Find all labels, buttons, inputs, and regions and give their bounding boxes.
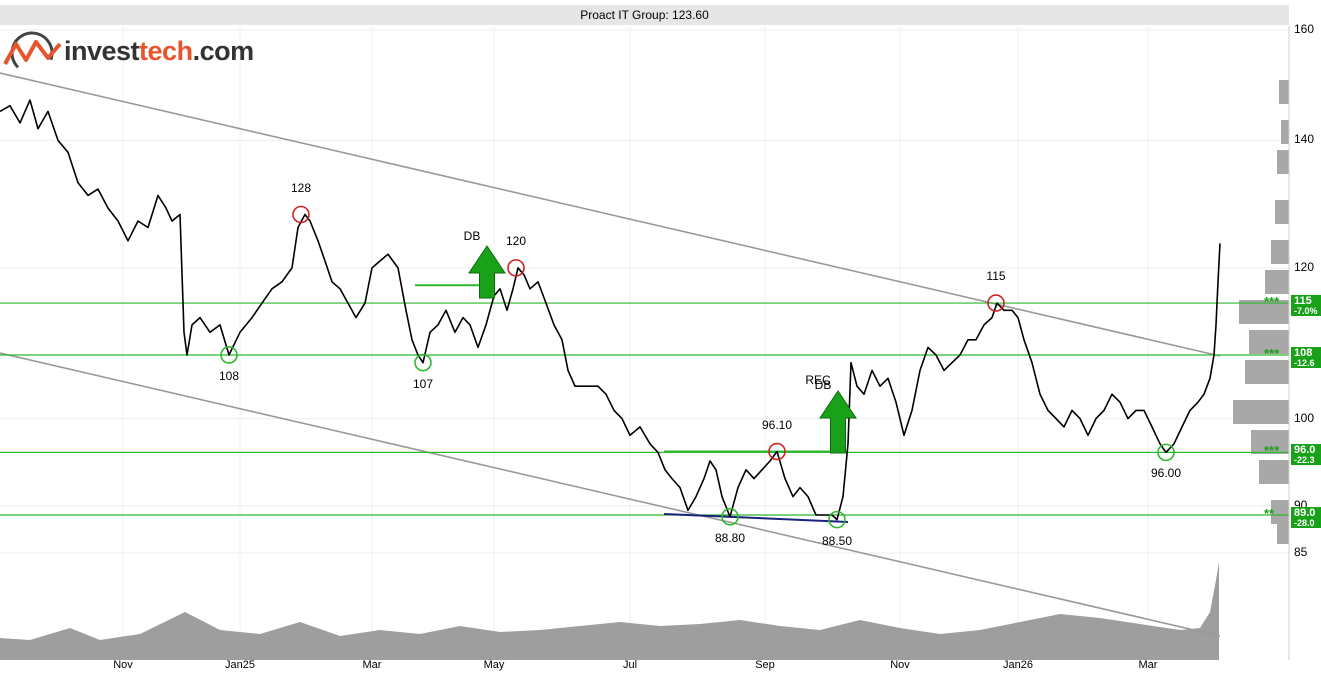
x-tick-label: Jan26 [1003, 659, 1033, 671]
level-percent-tag: -22.3 [1291, 455, 1321, 466]
histogram-bar [1277, 520, 1289, 544]
signal-label: DB [463, 229, 481, 243]
histogram-bar [1275, 200, 1289, 224]
trough-label: 108 [218, 368, 240, 383]
histogram-bar [1281, 120, 1289, 144]
y-tick-label: 120 [1294, 259, 1315, 274]
level-value-tag: 115 [1291, 295, 1321, 308]
level-percent-tag: -12.6 [1291, 357, 1321, 368]
level-stars: *** [1264, 345, 1280, 361]
formation-lines [415, 284, 849, 523]
support-trough-marker [721, 508, 739, 526]
peak-label: 120 [505, 233, 527, 248]
resistance-peak-marker [292, 205, 310, 224]
histogram-bar [1245, 360, 1289, 384]
x-tick-label: Jul [622, 659, 638, 671]
histogram-bar [1265, 270, 1289, 294]
rectangle-bottom-line [663, 513, 849, 523]
signal-label: DB [814, 378, 832, 392]
level-value-tag: 108 [1291, 346, 1321, 359]
histogram-bar [1271, 240, 1289, 264]
buy-signal-arrow [468, 245, 506, 299]
level-percent-tag: -7.0% [1291, 306, 1321, 317]
grid-lines [0, 26, 1289, 660]
peak-label: 96.10 [761, 417, 793, 432]
histogram-bar [1249, 330, 1289, 354]
trough-label: 88.50 [821, 533, 853, 548]
y-tick-label: 100 [1294, 410, 1315, 425]
x-tick-label: Sep [755, 659, 775, 671]
support-resistance-lines [0, 302, 1289, 516]
support-trough-marker [220, 346, 238, 364]
y-tick-label: 140 [1294, 132, 1315, 147]
resistance-peak-marker [987, 294, 1005, 312]
logo-wordmark: investtech.com [64, 36, 254, 66]
price-distribution-histogram [1233, 80, 1289, 544]
chart-title-bar: Proact IT Group: 123.60 [0, 5, 1289, 25]
price-series-line [0, 99, 1221, 521]
peak-label: 115 [986, 269, 1006, 284]
volume-area [0, 562, 1219, 660]
trend-channel [0, 72, 1221, 637]
y-tick-label: 160 [1294, 22, 1315, 36]
x-tick-label: Mar [362, 659, 382, 671]
x-tick-label: Jan25 [225, 659, 255, 671]
histogram-bar [1259, 460, 1289, 484]
support-trough-marker [828, 510, 846, 529]
histogram-bar [1271, 500, 1289, 524]
trough-label: 88.80 [714, 530, 746, 545]
x-tick-label: May [483, 659, 505, 671]
peak-trough-markers [220, 205, 1175, 529]
level-stars: ** [1264, 505, 1275, 521]
signal-arrows [468, 245, 857, 454]
x-tick-label: Mar [1138, 659, 1158, 671]
y-tick-label: 85 [1294, 545, 1308, 559]
support-trough-marker [1157, 443, 1175, 462]
histogram-bar [1233, 400, 1289, 424]
resistance-peak-marker [507, 259, 525, 277]
level-value-tag: 96.0 [1291, 444, 1321, 457]
histogram-bar [1277, 150, 1289, 174]
level-percent-tag: -28.0 [1291, 517, 1321, 528]
trough-label: 107 [412, 376, 434, 391]
signal-label: REC [805, 373, 831, 387]
level-stars: *** [1264, 294, 1280, 310]
investtech-chart-logo-icon [3, 31, 62, 75]
resistance-peak-marker [768, 442, 786, 461]
peak-label: 128 [290, 180, 312, 195]
level-value-tag: 89.0 [1291, 506, 1321, 519]
upper-trend-line [0, 72, 1221, 357]
histogram-bar [1279, 80, 1289, 104]
trough-label: 96.00 [1150, 466, 1182, 481]
buy-signal-arrow [819, 390, 857, 454]
histogram-bar [1251, 430, 1289, 454]
level-stars: *** [1264, 443, 1280, 459]
support-trough-marker [414, 353, 432, 372]
investtech-logo[interactable]: investtech.com [2, 30, 272, 76]
chart-title: Proact IT Group: 123.60 [580, 8, 709, 22]
volume-fill [0, 562, 1219, 660]
lower-trend-line [0, 352, 1221, 637]
x-tick-label: Nov [890, 659, 910, 671]
histogram-bar [1239, 300, 1289, 324]
x-tick-label: Nov [113, 659, 133, 671]
